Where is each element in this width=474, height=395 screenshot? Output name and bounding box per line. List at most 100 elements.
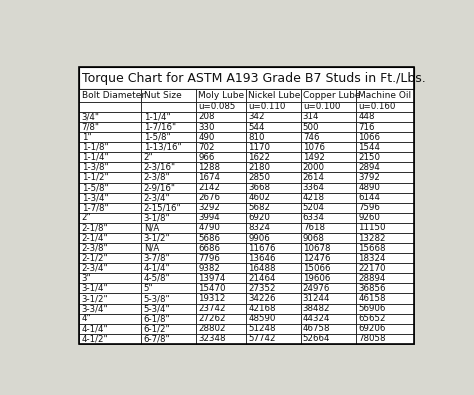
Bar: [246, 213, 301, 223]
Text: Moly Lube: Moly Lube: [198, 91, 244, 100]
Bar: [80, 253, 141, 263]
Bar: [301, 112, 356, 122]
Bar: [141, 223, 196, 233]
Text: 810: 810: [248, 133, 265, 141]
Bar: [301, 283, 356, 293]
Bar: [246, 162, 301, 173]
Text: 57742: 57742: [248, 335, 276, 343]
Text: 9382: 9382: [198, 264, 220, 273]
Bar: [246, 152, 301, 162]
Bar: [246, 324, 301, 334]
Bar: [196, 213, 246, 223]
Bar: [196, 89, 246, 102]
Bar: [196, 334, 246, 344]
Bar: [80, 102, 141, 112]
Bar: [80, 173, 141, 182]
Text: 208: 208: [198, 113, 215, 121]
Text: 6-1/8": 6-1/8": [144, 314, 170, 323]
Bar: [356, 112, 414, 122]
Text: 51248: 51248: [248, 324, 276, 333]
Bar: [246, 273, 301, 283]
Bar: [196, 132, 246, 142]
Text: 4": 4": [82, 314, 91, 323]
Text: 2-3/4": 2-3/4": [82, 264, 108, 273]
Text: 4-1/4": 4-1/4": [144, 264, 170, 273]
Bar: [246, 314, 301, 324]
Bar: [246, 283, 301, 293]
Bar: [80, 334, 141, 344]
Bar: [356, 263, 414, 273]
Text: 1": 1": [82, 133, 91, 141]
Text: 2000: 2000: [303, 163, 325, 172]
Text: 544: 544: [248, 122, 265, 132]
Bar: [80, 304, 141, 314]
Text: 5204: 5204: [303, 203, 325, 212]
Bar: [141, 233, 196, 243]
Text: 2-3/16": 2-3/16": [144, 163, 176, 172]
Bar: [141, 102, 196, 112]
Bar: [356, 283, 414, 293]
Bar: [356, 293, 414, 304]
Text: 3-7/8": 3-7/8": [144, 254, 170, 263]
Bar: [196, 122, 246, 132]
Bar: [80, 132, 141, 142]
Bar: [246, 102, 301, 112]
Text: 2-3/8": 2-3/8": [82, 244, 108, 252]
Text: 13646: 13646: [248, 254, 276, 263]
Bar: [80, 233, 141, 243]
Text: 2-9/16": 2-9/16": [144, 183, 176, 192]
Bar: [246, 203, 301, 213]
Text: 7/8": 7/8": [82, 122, 100, 132]
Text: Copper Lube: Copper Lube: [303, 91, 360, 100]
Bar: [356, 273, 414, 283]
Bar: [246, 304, 301, 314]
Text: Machine Oil: Machine Oil: [358, 91, 411, 100]
Bar: [356, 173, 414, 182]
Bar: [141, 142, 196, 152]
Text: 330: 330: [198, 122, 215, 132]
Text: Nut Size: Nut Size: [144, 91, 182, 100]
Text: 11150: 11150: [358, 224, 386, 232]
Bar: [80, 142, 141, 152]
Text: 18324: 18324: [358, 254, 386, 263]
Text: 1674: 1674: [198, 173, 220, 182]
Bar: [301, 304, 356, 314]
Text: 6920: 6920: [248, 213, 270, 222]
Bar: [196, 193, 246, 203]
Bar: [80, 89, 141, 102]
Bar: [246, 293, 301, 304]
Bar: [196, 162, 246, 173]
Bar: [80, 283, 141, 293]
Text: 5-3/8": 5-3/8": [144, 294, 170, 303]
Text: 69206: 69206: [358, 324, 385, 333]
Text: 15470: 15470: [198, 284, 226, 293]
Bar: [80, 112, 141, 122]
Bar: [80, 67, 414, 89]
Text: 1076: 1076: [303, 143, 325, 152]
Text: 1-5/8": 1-5/8": [82, 183, 108, 192]
Bar: [356, 89, 414, 102]
Text: 7618: 7618: [303, 224, 325, 232]
Bar: [246, 253, 301, 263]
Text: 4-1/4": 4-1/4": [82, 324, 108, 333]
Text: 3994: 3994: [198, 213, 220, 222]
Text: 6-7/8": 6-7/8": [144, 335, 170, 343]
Text: 2-1/8": 2-1/8": [82, 224, 108, 232]
Bar: [301, 324, 356, 334]
Bar: [246, 233, 301, 243]
Text: Nickel Lube: Nickel Lube: [248, 91, 301, 100]
Text: 2614: 2614: [303, 173, 325, 182]
Bar: [141, 193, 196, 203]
Text: 3-1/4": 3-1/4": [82, 284, 108, 293]
Bar: [301, 213, 356, 223]
Bar: [196, 142, 246, 152]
Text: 702: 702: [198, 143, 215, 152]
Text: 24976: 24976: [303, 284, 330, 293]
Bar: [301, 193, 356, 203]
Text: 966: 966: [198, 153, 215, 162]
Text: 2894: 2894: [358, 163, 380, 172]
Text: 21464: 21464: [248, 274, 276, 283]
Text: 4890: 4890: [358, 183, 380, 192]
Text: 7596: 7596: [358, 203, 380, 212]
Bar: [356, 193, 414, 203]
